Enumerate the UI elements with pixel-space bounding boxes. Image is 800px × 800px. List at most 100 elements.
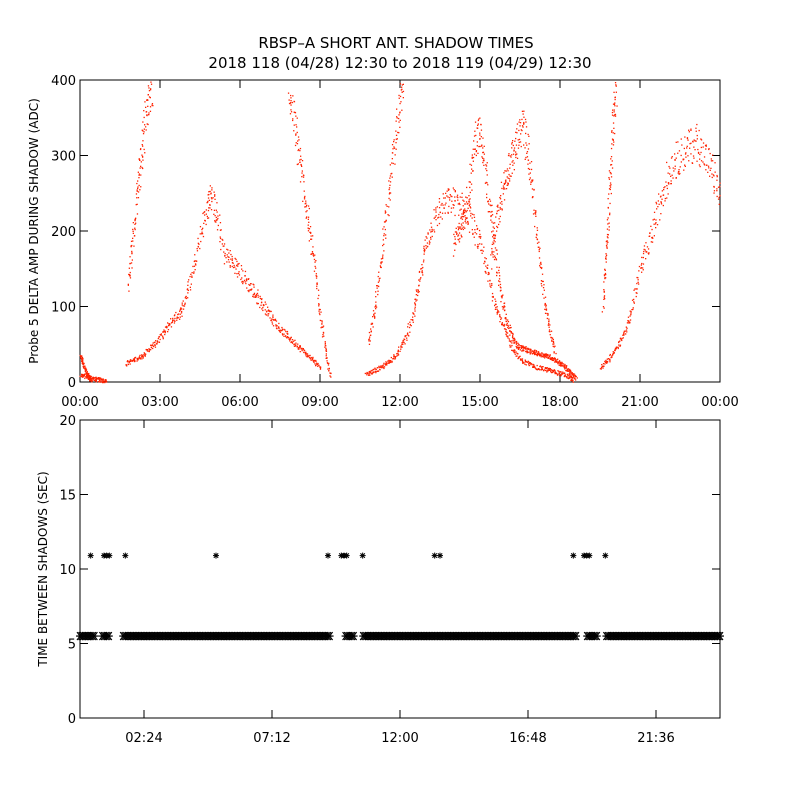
top-data-point <box>380 366 382 368</box>
top-data-point <box>374 367 376 369</box>
top-data-point <box>525 126 528 128</box>
top-data-point <box>194 263 197 265</box>
top-data-point <box>470 207 472 209</box>
top-data-point <box>307 230 310 232</box>
top-data-point <box>101 379 103 381</box>
top-data-point <box>520 347 523 350</box>
top-data-point <box>278 322 280 325</box>
top-data-point <box>207 194 209 196</box>
top-data-point <box>382 244 384 247</box>
top-data-point <box>278 329 281 332</box>
top-data-point <box>538 368 540 370</box>
top-data-point <box>540 261 542 264</box>
top-data-point <box>409 323 411 326</box>
bottom-outlier-point <box>602 552 609 559</box>
top-data-point <box>439 211 441 214</box>
top-data-point <box>318 308 320 311</box>
top-data-point <box>386 362 388 364</box>
top-data-point <box>322 325 325 327</box>
top-data-point <box>503 325 505 327</box>
top-data-point <box>303 198 306 200</box>
top-data-point <box>260 304 262 306</box>
top-data-point <box>197 245 199 248</box>
top-data-point <box>414 306 416 308</box>
top-data-point <box>402 343 404 345</box>
top-data-point <box>226 261 228 263</box>
top-data-point <box>511 143 513 145</box>
top-data-point <box>533 351 535 353</box>
chart-title-line2: 2018 118 (04/28) 12:30 to 2018 119 (04/2… <box>208 54 591 72</box>
top-data-point <box>517 348 520 350</box>
top-data-point <box>136 190 138 192</box>
top-data-point <box>90 380 92 382</box>
top-data-point <box>318 310 320 312</box>
top-data-point <box>522 346 524 349</box>
top-data-point <box>306 356 309 358</box>
top-data-point <box>381 365 384 367</box>
top-data-point <box>152 342 154 344</box>
top-data-point <box>614 132 616 135</box>
top-data-point <box>483 262 485 265</box>
top-data-point <box>608 222 610 224</box>
top-data-point <box>570 373 572 375</box>
top-data-point <box>562 365 564 367</box>
top-data-point <box>556 359 558 361</box>
top-data-point <box>635 288 637 290</box>
top-data-point <box>710 167 712 169</box>
top-data-point <box>180 307 182 309</box>
top-data-point <box>327 368 329 370</box>
top-data-point <box>477 152 479 154</box>
top-data-point <box>494 247 497 249</box>
top-data-point <box>139 167 141 169</box>
top-data-point <box>507 154 510 157</box>
top-data-point <box>547 357 549 359</box>
top-data-point <box>526 350 529 352</box>
top-data-point <box>688 160 690 162</box>
top-data-point <box>696 134 698 137</box>
top-data-point <box>399 83 402 85</box>
top-data-point <box>638 265 641 268</box>
top-data-point <box>553 359 555 361</box>
top-data-point <box>129 277 132 279</box>
top-data-point <box>368 372 370 374</box>
top-data-point <box>173 319 175 321</box>
top-data-point <box>499 316 501 318</box>
top-data-point <box>176 319 178 321</box>
top-data-point <box>127 283 129 285</box>
top-data-point <box>514 341 516 343</box>
top-data-point <box>152 344 154 346</box>
top-data-point <box>267 306 269 308</box>
top-data-point <box>533 188 535 191</box>
top-data-point <box>618 341 620 343</box>
top-data-point <box>309 354 311 357</box>
top-data-point <box>236 260 238 263</box>
top-data-point <box>539 265 541 267</box>
top-data-point <box>156 340 159 342</box>
top-data-point <box>217 217 219 220</box>
top-data-point <box>294 111 296 114</box>
top-data-point <box>312 358 314 360</box>
top-data-point <box>399 102 401 105</box>
top-data-point <box>412 312 414 314</box>
top-data-point <box>426 242 429 244</box>
top-data-point <box>322 326 324 328</box>
top-data-point <box>529 172 531 174</box>
top-data-point <box>471 157 473 159</box>
top-data-point <box>159 334 161 336</box>
top-data-point <box>457 196 459 199</box>
top-data-point <box>507 326 509 329</box>
top-data-point <box>609 359 611 361</box>
top-data-point <box>617 347 619 350</box>
top-data-point <box>480 136 482 138</box>
top-data-point <box>642 256 644 259</box>
top-data-point <box>270 310 272 313</box>
top-data-point <box>226 248 228 250</box>
top-data-point <box>455 243 457 246</box>
top-data-point <box>289 338 291 341</box>
top-data-point <box>229 265 231 267</box>
top-data-point <box>716 179 718 181</box>
top-data-point <box>555 360 558 362</box>
top-data-point <box>383 226 385 228</box>
top-data-point <box>557 363 559 365</box>
top-data-point <box>504 317 506 320</box>
